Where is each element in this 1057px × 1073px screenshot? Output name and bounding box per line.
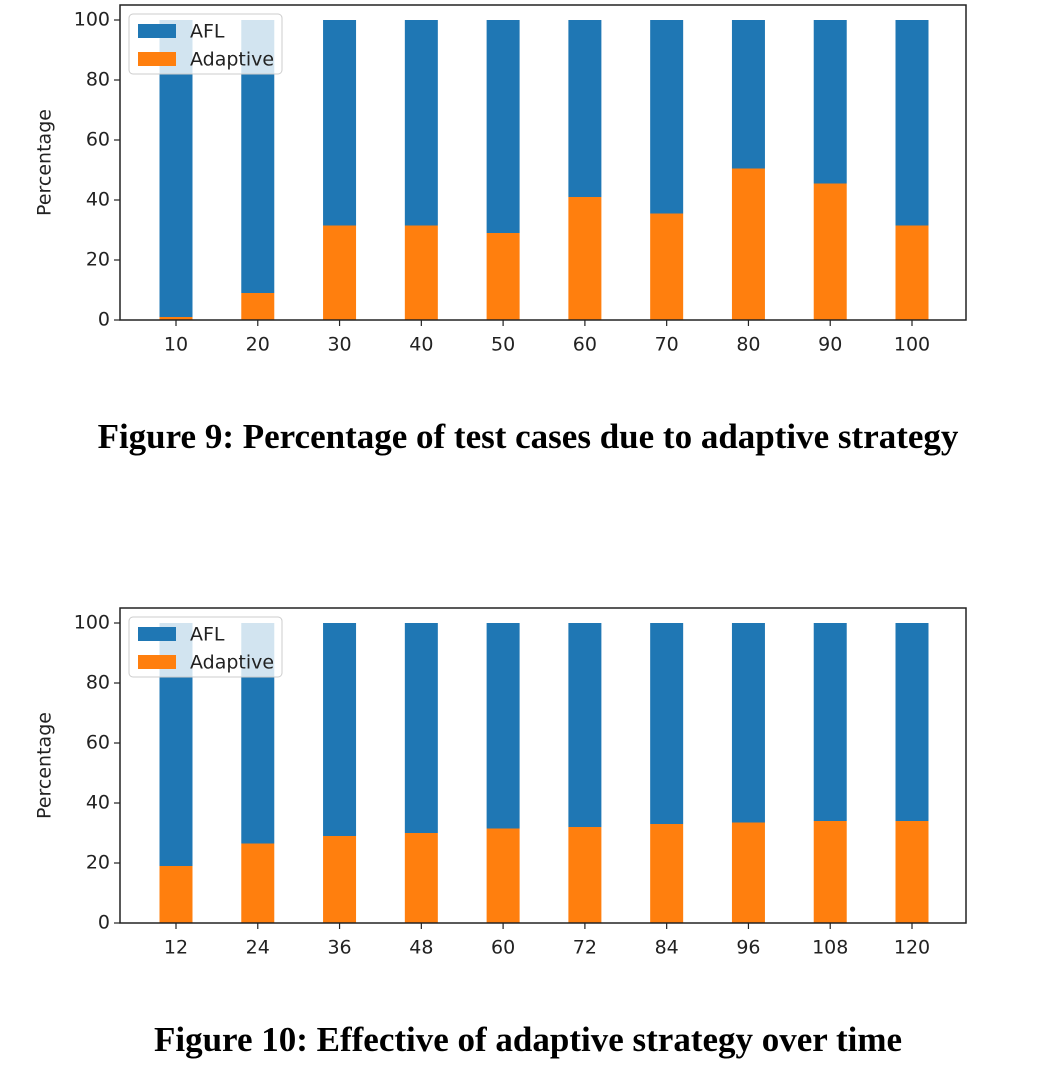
bar-segment [404, 20, 438, 226]
bar-segment [895, 821, 929, 923]
bar-segment [813, 821, 847, 923]
bar-segment [486, 828, 520, 923]
chart: 0 20 40 60 80 100 10 20 30 40 50 60 70 80 90 100 Percent… [34, 4, 967, 456]
x-tick-label: 36 [327, 937, 351, 959]
x-tick-label: 70 [655, 334, 679, 356]
y-tick-label: 0 [98, 912, 110, 934]
legend-swatch [138, 627, 176, 641]
bar-segment [895, 623, 929, 821]
y-tick-label: 60 [86, 732, 110, 754]
x-tick-label: 50 [491, 334, 515, 356]
x-tick-label: 90 [818, 334, 842, 356]
bar-segment [241, 293, 275, 320]
x-tick-label: 10 [164, 334, 188, 356]
y-tick-label: 0 [98, 309, 110, 331]
x-tick-label: 48 [409, 937, 433, 959]
bar-segment [241, 843, 275, 923]
bar-segment [568, 20, 602, 197]
x-tick-label: 100 [894, 334, 930, 356]
y-axis-label: Percentage [34, 109, 56, 216]
x-tick-label: 24 [246, 937, 270, 959]
bar-segment [404, 225, 438, 320]
y-axis-label: Percentage [34, 712, 56, 819]
bar-segment [813, 183, 847, 320]
plot-frame [119, 4, 967, 321]
bar-segment [731, 822, 765, 923]
bar-segment [650, 213, 684, 320]
legend-swatch [138, 52, 176, 66]
legend-swatch [138, 655, 176, 669]
bar-segment [731, 168, 765, 320]
legend-label: Adaptive [190, 49, 274, 71]
bar-segment [650, 623, 684, 824]
x-tick-label: 96 [736, 937, 760, 959]
bar-segment [568, 827, 602, 923]
bar-segment [813, 623, 847, 821]
bar-segment [486, 233, 520, 320]
bar-segment [159, 317, 193, 320]
legend-label: AFL [190, 21, 225, 43]
caption: Figure 9: Percentage of test cases due t… [98, 417, 959, 456]
x-tick-label: 72 [573, 937, 597, 959]
y-tick-label: 60 [86, 129, 110, 151]
bar-segment [731, 20, 765, 169]
bar-segment [486, 623, 520, 829]
bar-segment [650, 824, 684, 923]
x-tick-label: 60 [491, 937, 515, 959]
bar-segment [404, 623, 438, 833]
y-tick-label: 40 [86, 189, 110, 211]
plot-frame [119, 607, 967, 924]
legend: AFL Adaptive [128, 616, 283, 678]
y-tick-label: 20 [86, 852, 110, 874]
y-tick-label: 100 [74, 612, 110, 634]
bar-segment [731, 623, 765, 823]
bar-segment [323, 623, 357, 836]
x-tick-label: 120 [894, 937, 930, 959]
x-tick-label: 40 [409, 334, 433, 356]
bar-segment [323, 836, 357, 923]
x-tick-label: 84 [655, 937, 679, 959]
x-tick-label: 80 [736, 334, 760, 356]
y-tick-label: 20 [86, 249, 110, 271]
legend: AFL Adaptive [128, 13, 283, 75]
y-tick-label: 100 [74, 9, 110, 31]
y-tick-label: 80 [86, 672, 110, 694]
bar-segment [568, 197, 602, 320]
bar-segment [404, 833, 438, 923]
legend-label: Adaptive [190, 652, 274, 674]
bar-segment [568, 623, 602, 827]
y-tick-label: 40 [86, 792, 110, 814]
x-tick-label: 12 [164, 937, 188, 959]
x-tick-label: 20 [246, 334, 270, 356]
caption: Figure 10: Effective of adaptive strateg… [154, 1020, 902, 1059]
bar-segment [323, 20, 357, 226]
bar-segment [813, 20, 847, 184]
bar-segment [486, 20, 520, 233]
bar-segment [650, 20, 684, 214]
y-tick-label: 80 [86, 69, 110, 91]
bar-segment [895, 225, 929, 320]
x-tick-label: 60 [573, 334, 597, 356]
bar-segment [159, 866, 193, 923]
x-tick-label: 30 [327, 334, 351, 356]
bar-segment [895, 20, 929, 226]
chart: 0 20 40 60 80 100 12 24 36 48 60 72 84 96 108 120 Percen… [34, 607, 967, 1059]
legend-swatch [138, 24, 176, 38]
legend-label: AFL [190, 624, 225, 646]
bar-segment [323, 225, 357, 320]
x-tick-label: 108 [812, 937, 848, 959]
